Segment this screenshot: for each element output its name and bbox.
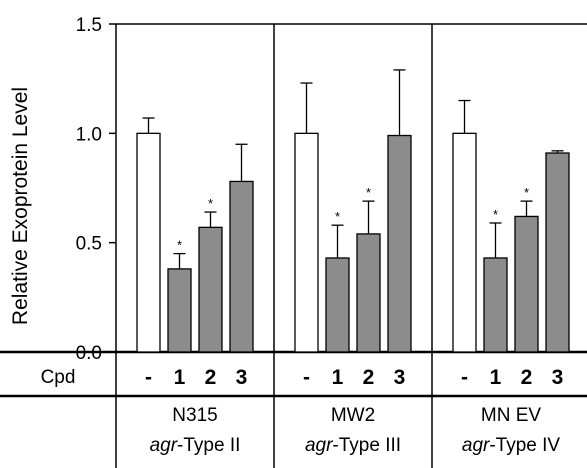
significance-asterisk: * bbox=[177, 238, 182, 253]
bars-layer bbox=[136, 69, 570, 353]
compound-label: 1 bbox=[490, 366, 502, 389]
group-agr-type-label: agr-Type II bbox=[150, 435, 241, 456]
bar-mn-ev-1 bbox=[483, 257, 508, 353]
bar-n315-0 bbox=[136, 132, 161, 353]
compound-label: 2 bbox=[205, 366, 217, 389]
labels-layer: 0.0 0.5 1.0 1.5 Relative Exoprotein Level Cpd… bbox=[9, 15, 563, 456]
compound-label: 2 bbox=[363, 366, 375, 389]
compound-label: 1 bbox=[174, 366, 186, 389]
group-strain-label: N315 bbox=[172, 405, 217, 426]
y-tick-label: 1.5 bbox=[76, 15, 102, 36]
compound-label: 1 bbox=[332, 366, 344, 389]
bar-mw2-2 bbox=[356, 233, 381, 353]
bar-mn-ev-2 bbox=[514, 215, 539, 353]
bar-n315-1 bbox=[167, 268, 192, 353]
y-axis-title: Relative Exoprotein Level bbox=[9, 87, 32, 325]
axes-layer bbox=[0, 23, 587, 468]
significance-asterisk: * bbox=[493, 207, 498, 222]
bar-mw2-0 bbox=[294, 132, 319, 353]
group-agr-type-label: agr-Type III bbox=[305, 435, 401, 456]
bar-mn-ev-0 bbox=[452, 132, 477, 353]
compound-label: - bbox=[461, 366, 468, 389]
group-strain-label: MN EV bbox=[481, 405, 542, 426]
bar-n315-3 bbox=[229, 180, 254, 353]
bar-mw2-3 bbox=[387, 134, 412, 353]
y-tick-label: 0.5 bbox=[76, 234, 102, 255]
y-tick-label: 1.0 bbox=[76, 124, 102, 145]
group-agr-type-label: agr-Type IV bbox=[462, 435, 561, 456]
compound-label: 3 bbox=[394, 366, 406, 389]
compound-label: 3 bbox=[552, 366, 564, 389]
significance-asterisk: * bbox=[366, 185, 371, 200]
group-strain-label: MW2 bbox=[331, 405, 375, 426]
significance-asterisk: * bbox=[335, 209, 340, 224]
compound-label: 2 bbox=[521, 366, 533, 389]
cpd-row-label: Cpd bbox=[41, 367, 76, 388]
compound-label: - bbox=[303, 366, 310, 389]
y-tick-label: 0.0 bbox=[76, 343, 102, 364]
compound-label: 3 bbox=[236, 366, 248, 389]
bar-mn-ev-3 bbox=[545, 152, 570, 353]
significance-asterisk: * bbox=[524, 185, 529, 200]
bar-mw2-1 bbox=[325, 257, 350, 353]
bar-n315-2 bbox=[198, 226, 223, 353]
compound-label: - bbox=[145, 366, 152, 389]
significance-asterisk: * bbox=[208, 196, 213, 211]
